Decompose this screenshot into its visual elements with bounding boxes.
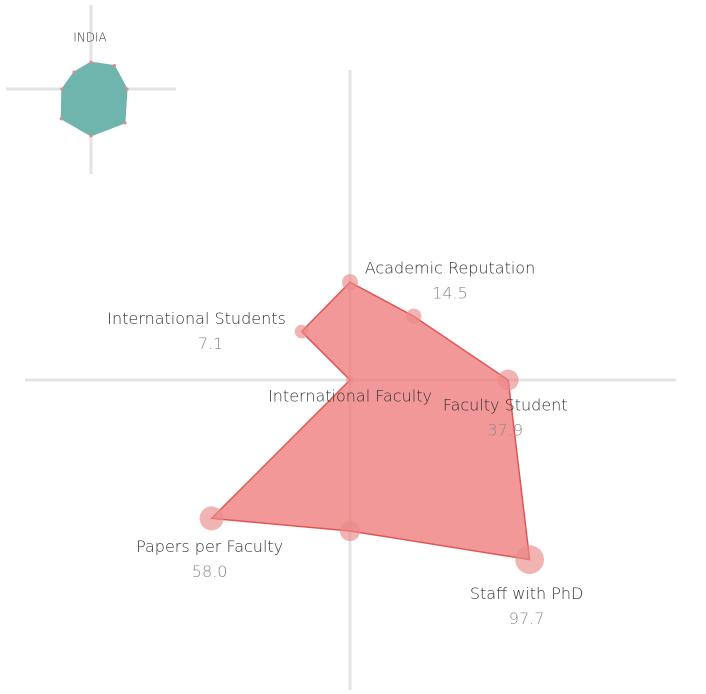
value-label: 14.5 — [432, 284, 468, 303]
radar-point — [294, 324, 309, 339]
radar-point — [125, 87, 129, 91]
axis-label: Staff with PhD — [470, 584, 583, 603]
axis-label: Faculty Student — [443, 396, 568, 415]
value-label: 37.9 — [487, 421, 523, 440]
axis-label: International Students — [107, 309, 286, 328]
radar-area — [60, 61, 128, 137]
value-label: 97.7 — [509, 609, 545, 628]
radar-point — [89, 134, 93, 138]
axis-label: International Faculty — [268, 387, 432, 406]
radar-point — [339, 520, 361, 542]
radar-point — [123, 121, 127, 125]
glyph-title: INDIA — [73, 31, 107, 45]
radar-point — [89, 60, 93, 64]
radar-point — [342, 274, 358, 291]
value-label: 7.1 — [198, 334, 223, 353]
radar-point — [199, 506, 224, 531]
radar-point — [497, 369, 519, 391]
radar-point — [515, 545, 545, 575]
value-label: 58.0 — [192, 562, 228, 581]
radar-point — [59, 117, 63, 121]
radar-point — [60, 87, 64, 91]
radar-point — [346, 376, 354, 384]
radar-point — [406, 308, 422, 324]
radar-point — [112, 63, 117, 68]
radar-point — [72, 70, 76, 74]
axis-label: Papers per Faculty — [136, 537, 283, 556]
axis-label: Academic Reputation — [365, 259, 535, 278]
